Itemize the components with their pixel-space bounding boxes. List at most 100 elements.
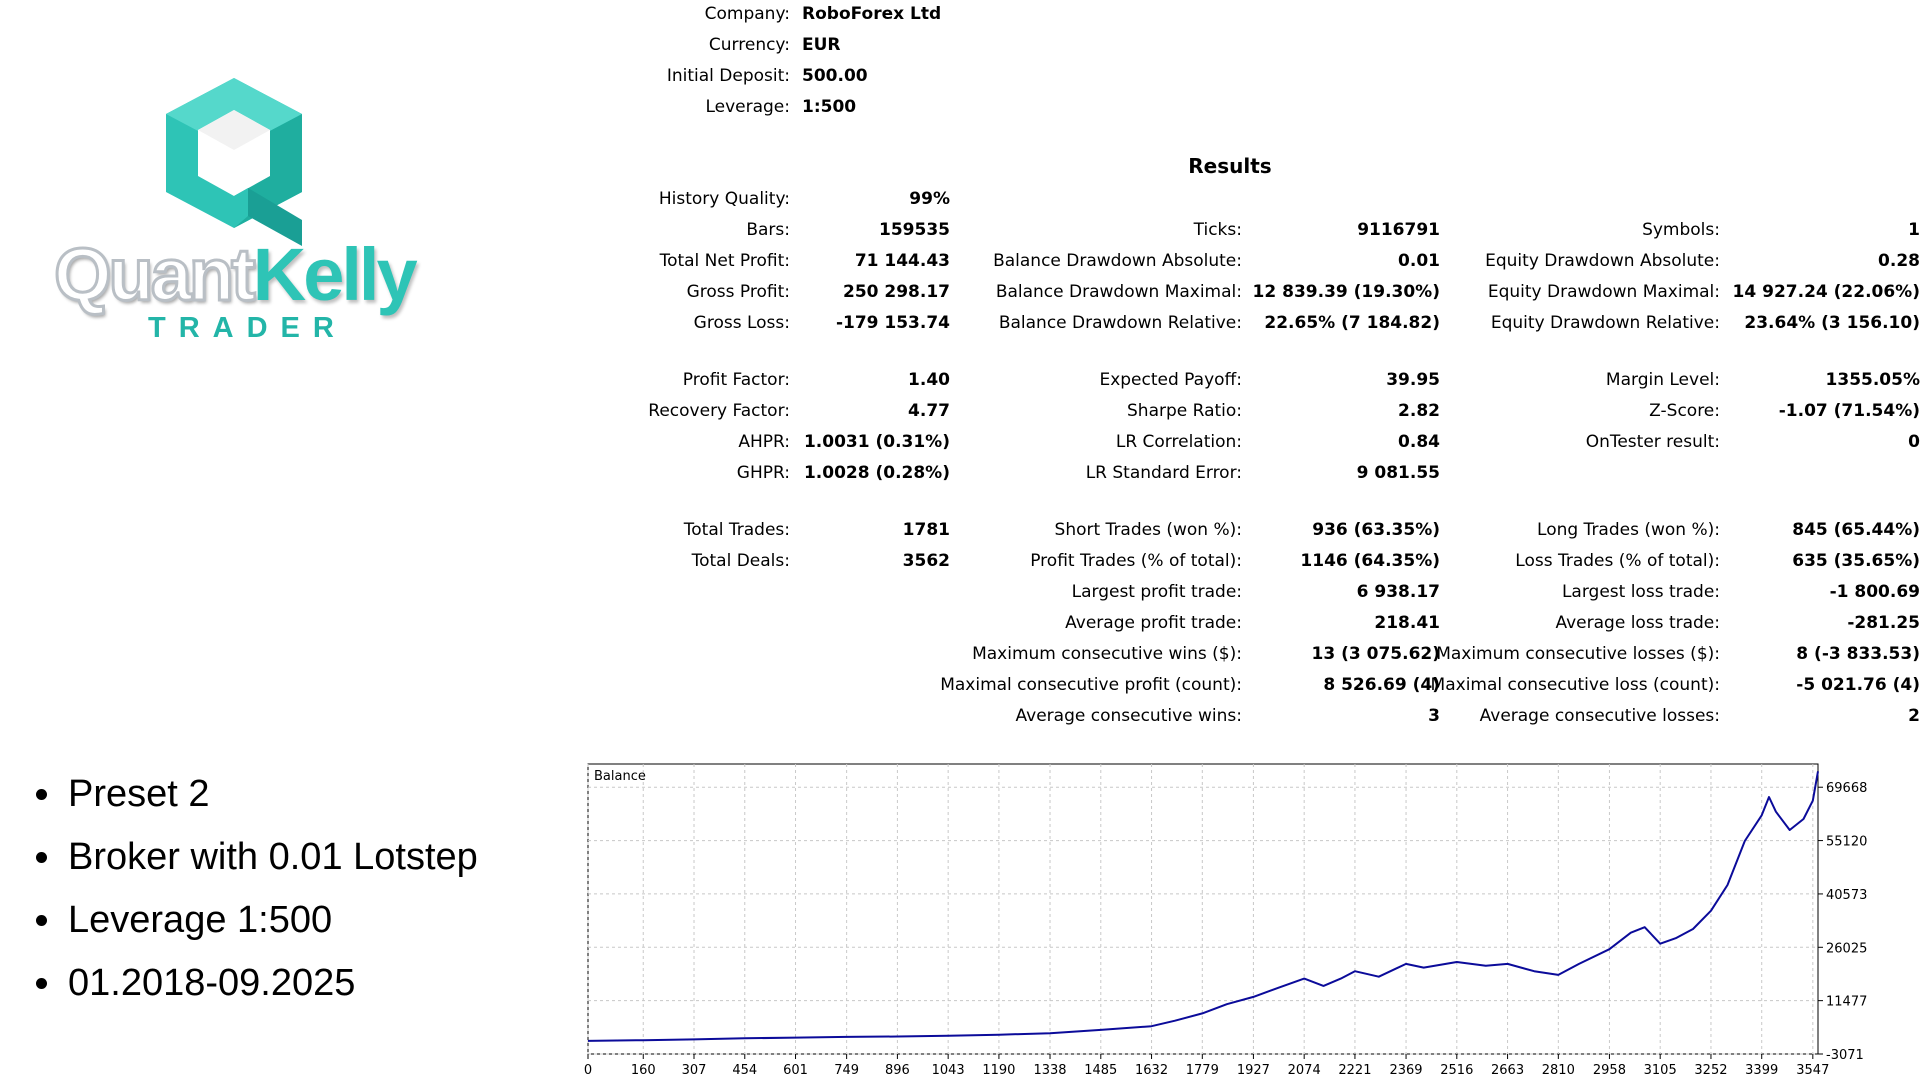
result-value: 1781: [902, 520, 950, 540]
x-tick-label: 2516: [1440, 1063, 1473, 1078]
result-value: 2.82: [1398, 401, 1440, 421]
setting-value: RoboForex Ltd: [802, 4, 942, 24]
chart-frame: [587, 763, 1819, 1055]
result-value: 1.0031 (0.31%): [803, 432, 950, 452]
x-tick-label: 2221: [1338, 1063, 1371, 1078]
note-text: Preset 2: [68, 773, 210, 815]
result-value: 3: [1428, 706, 1440, 726]
result-label: Maximum consecutive wins ($):: [972, 644, 1242, 664]
chart-title: Balance: [594, 769, 646, 784]
result-value: -281.25: [1847, 613, 1920, 633]
result-value: 1: [1908, 220, 1920, 240]
result-label: Z-Score:: [1649, 401, 1720, 421]
result-value: 0: [1908, 432, 1920, 452]
result-label: Symbols:: [1642, 220, 1720, 240]
result-label: Maximal consecutive profit (count):: [940, 675, 1242, 695]
x-tick-label: 1190: [982, 1063, 1015, 1078]
result-label: Largest profit trade:: [1071, 582, 1242, 602]
x-tick-label: 3399: [1745, 1063, 1778, 1078]
result-label: Maximum consecutive losses ($):: [1436, 644, 1720, 664]
x-tick-label: 2369: [1389, 1063, 1422, 1078]
result-label: Gross Loss:: [693, 313, 790, 333]
result-label: Balance Drawdown Relative:: [998, 313, 1242, 333]
note-item: Preset 2: [30, 772, 478, 835]
bullet-icon: [36, 915, 47, 926]
setting-label: Company:: [704, 4, 790, 24]
balance-line: [587, 771, 1819, 1042]
result-label: Equity Drawdown Maximal:: [1487, 282, 1720, 302]
result-label: Gross Profit:: [686, 282, 790, 302]
result-value: 12 839.39 (19.30%): [1252, 282, 1440, 302]
result-value: 6 938.17: [1356, 582, 1440, 602]
result-label: Equity Drawdown Relative:: [1490, 313, 1720, 333]
logo-word-kelly: Kelly: [252, 233, 418, 316]
result-value: -179 153.74: [835, 313, 950, 333]
result-label: Short Trades (won %):: [1054, 520, 1242, 540]
bullet-icon: [36, 852, 47, 863]
result-value: 22.65% (7 184.82): [1264, 313, 1440, 333]
y-tick-label: 11477: [1826, 995, 1867, 1010]
note-item: Broker with 0.01 Lotstep: [30, 835, 478, 898]
result-value: 1146 (64.35%): [1300, 551, 1440, 571]
result-label: Average consecutive losses:: [1479, 706, 1720, 726]
result-value: 250 298.17: [842, 282, 950, 302]
x-tick-label: 3547: [1796, 1063, 1829, 1078]
result-value: 936 (63.35%): [1312, 520, 1440, 540]
result-value: 2: [1908, 706, 1920, 726]
y-tick-label: -3071: [1826, 1048, 1864, 1063]
result-label: GHPR:: [736, 463, 790, 483]
result-value: 71 144.43: [854, 251, 950, 271]
x-tick-label: 749: [834, 1063, 859, 1078]
x-tick-label: 2074: [1288, 1063, 1321, 1078]
bullet-icon: [36, 789, 47, 800]
x-tick-label: 896: [885, 1063, 910, 1078]
x-tick-label: 1927: [1237, 1063, 1270, 1078]
result-value: 4.77: [908, 401, 950, 421]
result-value: 99%: [909, 189, 950, 209]
result-label: Recovery Factor:: [648, 401, 790, 421]
setting-label: Currency:: [708, 35, 790, 55]
note-text: Broker with 0.01 Lotstep: [68, 836, 478, 878]
result-label: LR Standard Error:: [1085, 463, 1242, 483]
result-label: Total Trades:: [683, 520, 790, 540]
note-item: 01.2018-09.2025: [30, 961, 478, 1024]
x-tick-label: 1485: [1084, 1063, 1117, 1078]
result-label: Margin Level:: [1605, 370, 1720, 390]
x-tick-label: 1779: [1186, 1063, 1219, 1078]
result-label: LR Correlation:: [1115, 432, 1242, 452]
x-tick-label: 3252: [1694, 1063, 1727, 1078]
result-value: -1.07 (71.54%): [1778, 401, 1920, 421]
setting-label: Initial Deposit:: [666, 66, 790, 86]
setting-value: 500.00: [802, 66, 868, 86]
x-tick-label: 454: [732, 1063, 757, 1078]
note-text: 01.2018-09.2025: [68, 962, 356, 1004]
result-label: Profit Factor:: [682, 370, 790, 390]
x-tick-label: 307: [682, 1063, 707, 1078]
result-label: Ticks:: [1193, 220, 1242, 240]
result-label: Average profit trade:: [1065, 613, 1242, 633]
x-tick-label: 1043: [932, 1063, 965, 1078]
q-cube-logo-icon: [166, 78, 302, 246]
quantkelly-logo: QuantKelly TRADER: [48, 70, 418, 350]
notes-list: Preset 2 Broker with 0.01 Lotstep Levera…: [30, 772, 478, 1024]
result-value: 8 (-3 833.53): [1796, 644, 1920, 664]
results-heading: Results: [1188, 154, 1272, 178]
x-tick-label: 1338: [1033, 1063, 1066, 1078]
result-label: Sharpe Ratio:: [1127, 401, 1242, 421]
result-label: Total Deals:: [691, 551, 790, 571]
result-label: Profit Trades (% of total):: [1030, 551, 1242, 571]
y-tick-label: 40573: [1826, 888, 1867, 903]
x-tick-label: 3105: [1644, 1063, 1677, 1078]
x-tick-label: 601: [783, 1063, 808, 1078]
result-value: 0.84: [1398, 432, 1440, 452]
result-value: 23.64% (3 156.10): [1744, 313, 1920, 333]
y-tick-label: 26025: [1826, 941, 1867, 956]
result-value: 0.28: [1878, 251, 1920, 271]
result-label: OnTester result:: [1585, 432, 1720, 452]
result-label: Largest loss trade:: [1561, 582, 1720, 602]
result-value: 8 526.69 (4): [1323, 675, 1440, 695]
result-label: AHPR:: [738, 432, 790, 452]
result-value: 1.40: [908, 370, 950, 390]
result-value: 39.95: [1386, 370, 1440, 390]
x-tick-label: 0: [584, 1063, 592, 1078]
